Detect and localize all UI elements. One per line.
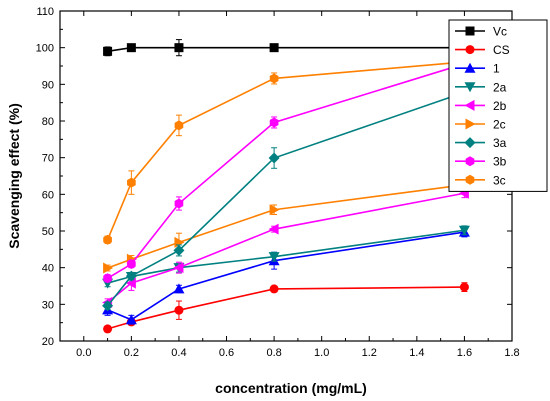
series-2b — [102, 187, 469, 308]
series-3c — [103, 56, 469, 245]
data-point-2b — [125, 277, 136, 289]
legend-label-2c: 2c — [493, 118, 506, 132]
legend-label-3c: 3c — [493, 173, 506, 187]
data-point-2a — [268, 252, 280, 263]
series-line-Vc — [107, 46, 465, 53]
legend-label-CS: CS — [493, 43, 510, 57]
axes-layer: 0.0 0.2 0.4 0.6 0.8 1.0 1.2 1.4 1.6 1.8 20 30 40 50 60… — [36, 6, 520, 359]
x-tick-label: 0.0 — [76, 347, 91, 359]
x-tick-label: 1.4 — [409, 347, 424, 359]
legend-marker-1 — [464, 62, 476, 73]
legend-label-Vc: Vc — [493, 25, 507, 39]
x-tick-label: 1.2 — [362, 347, 377, 359]
x-tick-label: 1.6 — [457, 347, 472, 359]
data-point-2c — [269, 204, 280, 216]
plot-frame — [59, 10, 513, 342]
data-point-CS — [174, 305, 184, 315]
y-tick-label: 20 — [42, 336, 54, 348]
y-tick-label: 90 — [42, 79, 54, 91]
legend-label-3a: 3a — [493, 136, 507, 150]
legend-marker-3c — [465, 174, 475, 185]
legend-label-3b: 3b — [493, 155, 507, 169]
data-point-3c — [269, 73, 279, 84]
data-point-3b — [174, 198, 184, 209]
legend-marker-3a — [464, 137, 476, 149]
series-line-2a — [107, 229, 465, 284]
series-Vc — [103, 34, 469, 61]
y-tick-label: 30 — [42, 299, 54, 311]
series-line-3b — [107, 63, 465, 279]
series-line-1 — [107, 231, 465, 321]
data-point-2a — [458, 225, 470, 236]
data-point-Vc — [174, 43, 184, 53]
legend-marker-Vc — [465, 26, 475, 36]
series-3a — [102, 86, 470, 312]
legend-marker-CS — [465, 45, 475, 55]
y-axis-title: Scavenging effect (%) — [6, 103, 22, 248]
legend-marker-2b — [464, 99, 475, 111]
legend-marker-2a — [464, 82, 476, 93]
x-tick-label: 0.6 — [219, 347, 234, 359]
series-line-CS — [107, 286, 465, 330]
data-point-Vc — [126, 43, 136, 53]
data-point-Vc — [269, 43, 279, 53]
data-point-1 — [173, 283, 185, 294]
x-axis-title: concentration (mg/mL) — [215, 380, 367, 396]
data-point-2b — [173, 262, 184, 274]
y-axis-title-group: Scavenging effect (%) — [6, 103, 22, 248]
data-point-3c — [103, 234, 112, 245]
legend-marker-2c — [465, 118, 476, 130]
y-tick-label: 110 — [36, 6, 54, 18]
data-point-3c — [174, 120, 184, 131]
x-tick-label: 1.0 — [314, 347, 329, 359]
series-2a — [102, 225, 470, 289]
data-point-2c — [103, 262, 114, 274]
y-tick-label: 40 — [42, 263, 54, 275]
series-CS — [103, 282, 469, 334]
legend: Vc CS 1 2a 2b 2c 3a 3b 3c — [448, 19, 548, 192]
y-tick-label: 70 — [42, 153, 54, 165]
legend-label-2a: 2a — [493, 80, 507, 94]
series-line-3c — [106, 61, 465, 241]
data-point-3c — [127, 177, 136, 188]
data-point-3b — [103, 273, 112, 284]
series-layer — [102, 34, 470, 334]
y-tick-label: 50 — [42, 226, 54, 238]
data-point-CS — [103, 324, 113, 334]
data-point-3a — [268, 152, 280, 164]
x-tick-label: 1.8 — [504, 347, 519, 359]
data-point-3b — [127, 259, 136, 269]
y-tick-label: 80 — [42, 116, 54, 128]
data-point-3b — [269, 117, 279, 128]
data-point-1 — [125, 314, 137, 325]
x-tick-label: 0.8 — [266, 347, 281, 359]
data-point-3a — [102, 300, 114, 312]
y-tick-label: 100 — [36, 43, 54, 55]
data-point-CS — [459, 282, 469, 292]
data-point-Vc — [103, 46, 113, 56]
data-point-3a — [125, 270, 137, 282]
data-point-3a — [173, 244, 185, 256]
y-tick-label: 60 — [42, 189, 54, 201]
legend-label-1: 1 — [493, 62, 500, 76]
data-point-CS — [269, 284, 279, 294]
x-tick-label: 0.4 — [171, 347, 186, 359]
legend-marker-3b — [465, 156, 475, 167]
x-tick-label: 0.2 — [124, 347, 139, 359]
data-point-2b — [268, 223, 279, 235]
legend-label-2b: 2b — [493, 99, 507, 113]
